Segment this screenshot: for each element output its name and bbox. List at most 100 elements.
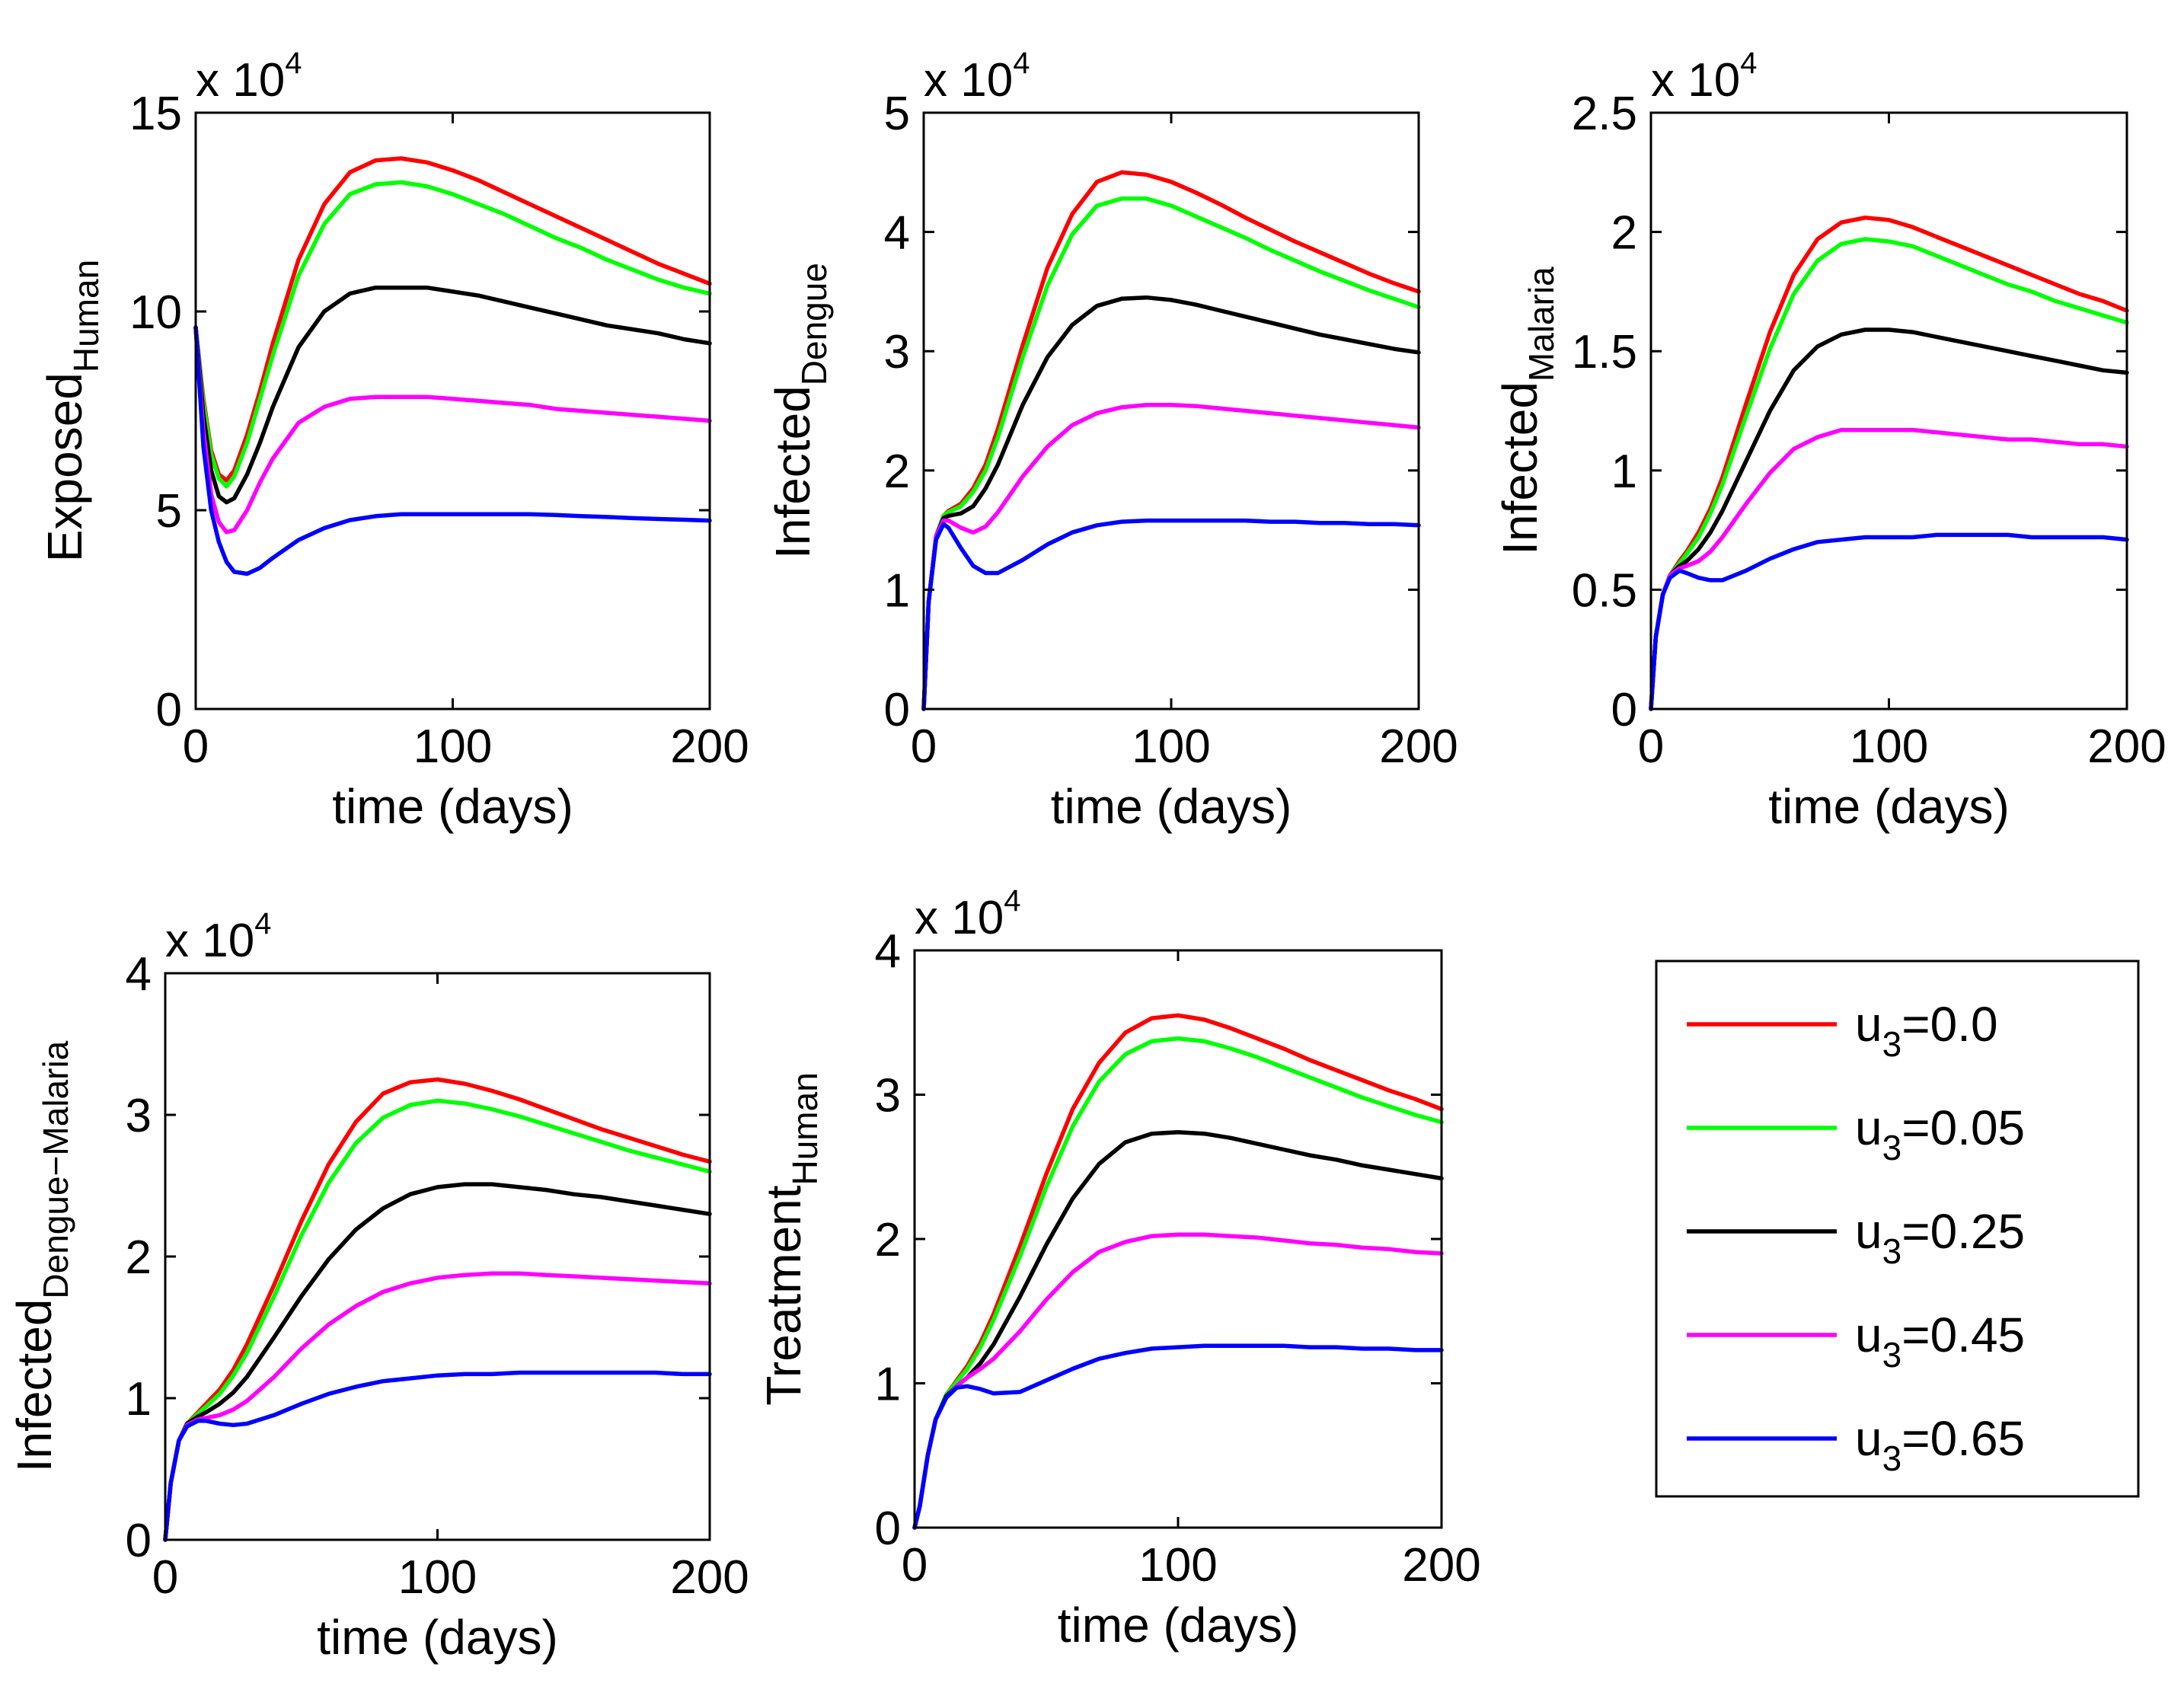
x-tick-label: 200 <box>670 720 749 773</box>
x-tick-label: 0 <box>183 720 209 773</box>
exponent-power: 4 <box>1004 884 1020 918</box>
series-line-u3-0-45 <box>921 402 1421 711</box>
x-tick-label: 200 <box>1379 720 1458 773</box>
exponent-power: 4 <box>1740 46 1757 80</box>
series-line-u3-0-25 <box>1649 327 2129 711</box>
legend-label: u3=0.65 <box>1855 1411 2025 1478</box>
exponent-power: 4 <box>1013 46 1030 80</box>
exponent-label: x 104 <box>196 46 302 107</box>
series-line-u3-0-25 <box>163 1182 712 1542</box>
x-tick-label: 0 <box>911 720 937 773</box>
y-axis-label: InfectedDengue <box>765 263 834 559</box>
chart-panel-infected-malaria: 0 100 200 0 0.5 1 1.5 2 2.5 x 104 time (days) Infec… <box>1493 46 2166 834</box>
y-tick-label: 2 <box>1611 207 1637 260</box>
series-line-u3-0-65 <box>163 1370 712 1542</box>
x-tick-label: 200 <box>2087 720 2166 773</box>
y-tick-label: 2.5 <box>1572 88 1637 140</box>
legend-label: u3=0.25 <box>1855 1204 2025 1271</box>
y-axis-label: InfectedDengue−Malaria <box>7 1040 75 1472</box>
y-tick-label: 3 <box>884 326 910 378</box>
legend-label-prefix: u <box>1855 1411 1882 1466</box>
legend-label-suffix: =0.05 <box>1901 1100 2025 1155</box>
x-tick-label: 100 <box>413 720 492 773</box>
y-tick-label: 0 <box>126 1515 152 1567</box>
y-tick-label: 2 <box>126 1231 152 1284</box>
x-axis-label: time (days) <box>1768 779 2010 834</box>
y-tick-label: 0 <box>884 684 910 736</box>
y-axis-label-sub: Human <box>785 1072 825 1185</box>
exponent-base: x 10 <box>924 54 1013 107</box>
series-line-u3-0-05 <box>921 196 1421 711</box>
y-tick-label: 0 <box>1611 684 1637 736</box>
series-line-u3-0-65 <box>193 325 712 576</box>
exponent-label: x 104 <box>165 907 271 967</box>
legend-label: u3=0.05 <box>1855 1100 2025 1167</box>
legend-label-sub: 3 <box>1882 1024 1902 1064</box>
exponent-base: x 10 <box>1651 54 1740 107</box>
x-tick-label: 200 <box>670 1551 749 1604</box>
plot-area <box>915 950 1442 1528</box>
y-tick-label: 4 <box>875 925 901 978</box>
chart-panel-exposed-human: 0 100 200 0 5 10 15 x 104 time (days) ExposedHuma… <box>37 46 749 834</box>
y-axis-label-sub: Dengue−Malaria <box>36 1040 75 1298</box>
y-tick-label: 5 <box>156 485 182 538</box>
plot-area <box>196 113 710 709</box>
series-line-u3-0-65 <box>1649 532 2129 711</box>
x-tick-label: 0 <box>152 1551 178 1604</box>
y-tick-label: 4 <box>126 948 152 1001</box>
y-tick-label: 5 <box>884 88 910 140</box>
series-line-u3-0-45 <box>193 325 712 535</box>
exponent-power: 4 <box>254 907 271 940</box>
series-line-u3-0-25 <box>193 285 712 505</box>
y-tick-label: 2 <box>884 445 910 498</box>
series-line-u3-0-05 <box>193 180 712 489</box>
y-axis-label: TreatmentHuman <box>756 1072 825 1406</box>
y-axis-label: InfectedMalaria <box>1493 267 1561 555</box>
y-tick-label: 4 <box>884 207 910 260</box>
legend-label-sub: 3 <box>1882 1231 1902 1271</box>
y-tick-label: 1 <box>884 564 910 617</box>
x-tick-label: 100 <box>1138 1539 1217 1592</box>
y-tick-label: 0 <box>156 684 182 736</box>
y-tick-label: 0.5 <box>1572 564 1637 617</box>
series-line-u3-0-65 <box>912 1343 1444 1530</box>
exponent-label: x 104 <box>924 46 1030 107</box>
y-tick-label: 10 <box>129 286 182 339</box>
y-axis-label-sub: Dengue <box>794 263 834 385</box>
y-tick-label: 0 <box>875 1502 901 1555</box>
y-tick-label: 3 <box>875 1070 901 1122</box>
y-axis-label-sub: Human <box>66 260 106 372</box>
y-tick-label: 15 <box>129 88 182 140</box>
exponent-base: x 10 <box>165 915 254 967</box>
chart-panel-infected-dengue-malaria: 0 100 200 0 1 2 3 4x 104 time (days) InfectedDeng… <box>7 907 749 1665</box>
series-line-u3-0-45 <box>1649 427 2129 711</box>
y-axis-label-main: Infected <box>765 385 820 559</box>
y-axis-label-main: Infected <box>7 1299 62 1473</box>
series-line-u3-0-0 <box>193 156 712 483</box>
exponent-base: x 10 <box>196 54 285 107</box>
legend-label: u3=0.45 <box>1855 1308 2025 1375</box>
y-axis-label-main: Exposed <box>37 372 92 562</box>
y-tick-label: 1 <box>1611 445 1637 498</box>
y-axis-label: ExposedHuman <box>37 260 106 562</box>
legend-label-sub: 3 <box>1882 1128 1902 1167</box>
legend-label-prefix: u <box>1855 1100 1882 1155</box>
y-tick-label: 3 <box>126 1090 152 1142</box>
legend-label-sub: 3 <box>1882 1439 1902 1478</box>
x-tick-label: 100 <box>398 1551 477 1604</box>
legend-label-prefix: u <box>1855 997 1882 1052</box>
exponent-label: x 104 <box>1651 46 1757 107</box>
x-axis-label: time (days) <box>1058 1598 1299 1653</box>
y-tick-label: 1 <box>126 1373 152 1426</box>
legend-label-suffix: =0.25 <box>1901 1204 2025 1259</box>
x-tick-label: 100 <box>1132 720 1210 773</box>
x-axis-label: time (days) <box>332 779 573 834</box>
exponent-base: x 10 <box>915 892 1004 944</box>
legend-label-prefix: u <box>1855 1308 1882 1362</box>
series-line-u3-0-25 <box>921 295 1421 711</box>
x-tick-label: 200 <box>1402 1539 1480 1592</box>
x-axis-label: time (days) <box>1051 779 1292 834</box>
